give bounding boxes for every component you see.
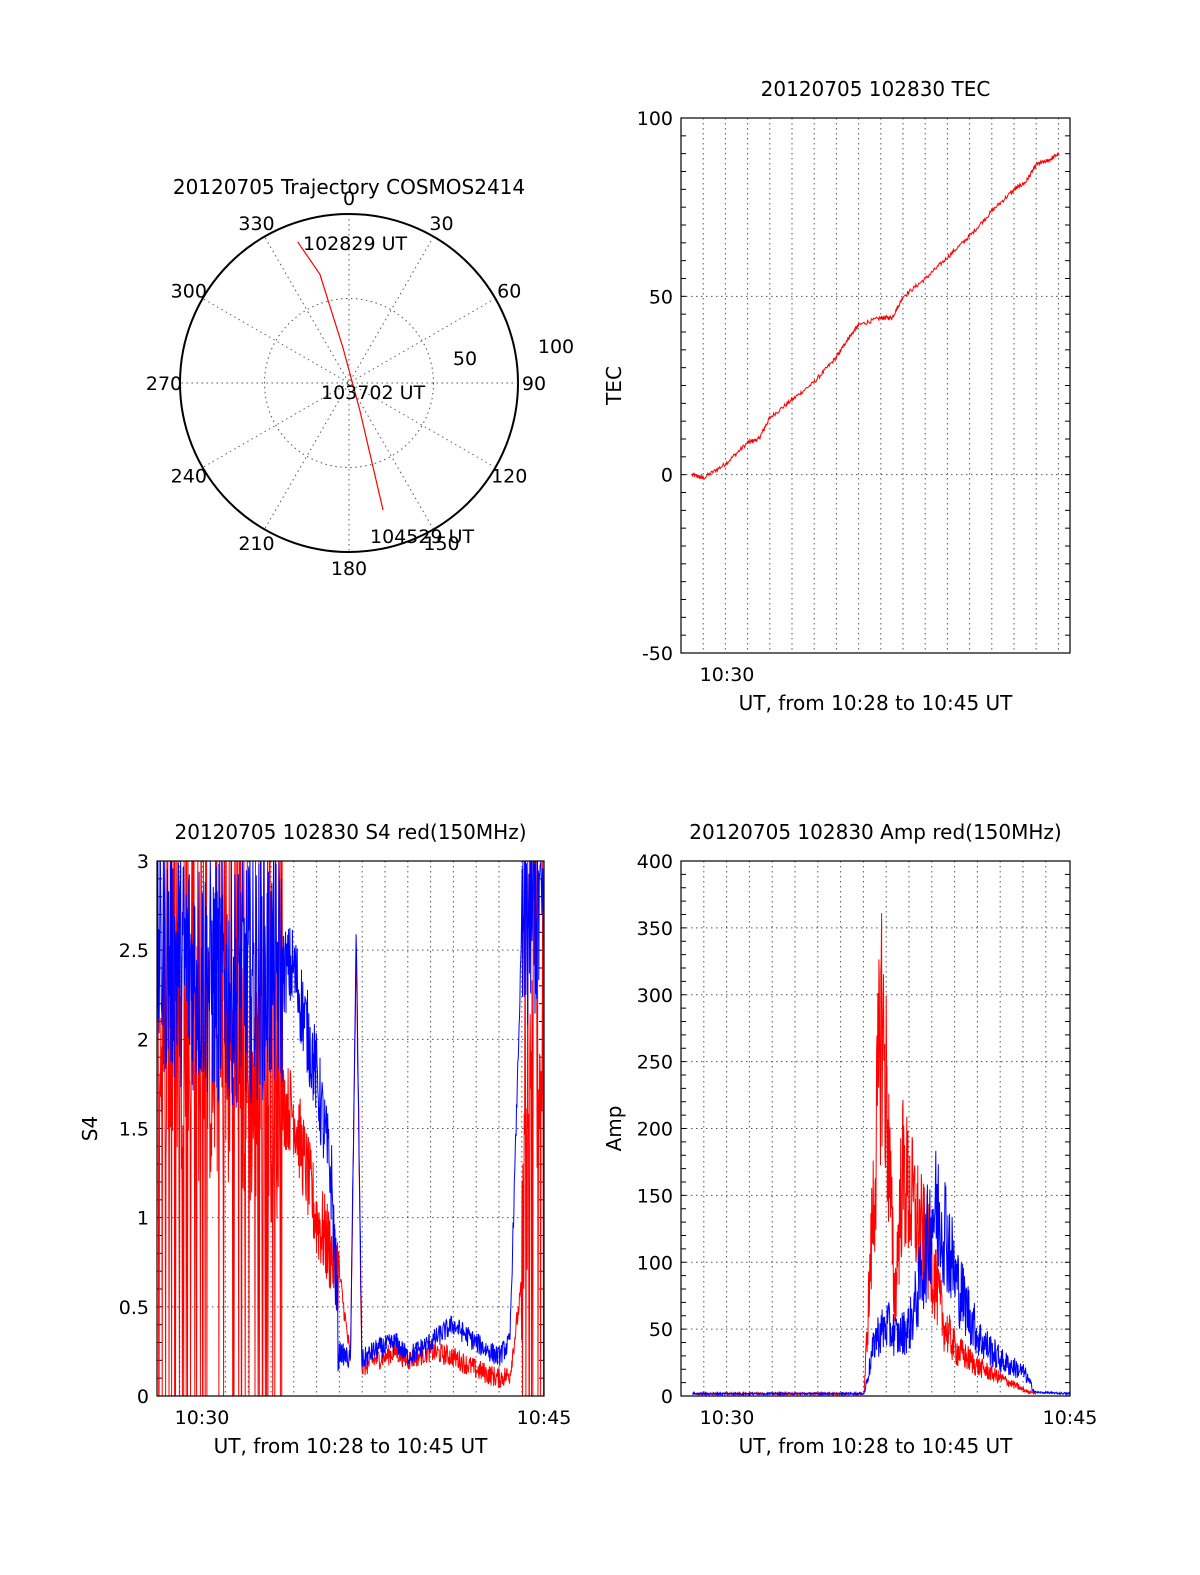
y-tick-label: 0 — [137, 1386, 149, 1408]
y-tick-label: 300 — [637, 985, 673, 1007]
y-tick-label: 1.5 — [119, 1119, 149, 1141]
x-axis-label: UT, from 10:28 to 10:45 UT — [214, 1434, 489, 1458]
y-tick-label: 2.5 — [119, 940, 149, 962]
plot-frame — [680, 117, 1071, 654]
start-time-label: 102829 UT — [303, 233, 407, 255]
x-tick-label: 10:30 — [700, 664, 755, 686]
polar-spoke — [202, 298, 496, 468]
y-tick-label: 150 — [637, 1185, 673, 1207]
azimuth-label: 150 — [423, 533, 459, 555]
chart-panel-2: 20120705 102830 S4 red(150MHz) 0 0.5 1 1.5 2 2… — [78, 820, 571, 1458]
mid-time-label: 103702 UT — [321, 382, 425, 404]
azimuth-label: 90 — [522, 373, 546, 395]
azimuth-label: 60 — [497, 281, 521, 303]
x-tick-label: 10:30 — [175, 1407, 230, 1429]
chart-panel-3: 20120705 102830 Amp red(150MHz) 0 50 100 150… — [602, 820, 1097, 1458]
series-line-1 — [156, 860, 545, 1372]
x-tick-label: 10:45 — [1043, 1407, 1098, 1429]
azimuth-label: 30 — [429, 213, 453, 235]
y-tick-label: 100 — [637, 1252, 673, 1274]
radius-label: 50 — [453, 348, 477, 370]
azimuth-label: 180 — [331, 558, 367, 580]
y-tick-label: 2 — [137, 1029, 149, 1051]
end-time-label: 104529 UT — [370, 526, 474, 548]
plot-frame — [680, 860, 1071, 1397]
azimuth-label: 300 — [171, 281, 207, 303]
y-tick-label: -50 — [642, 643, 673, 665]
y-tick-label: 1 — [137, 1208, 149, 1230]
y-axis-label: TEC — [602, 366, 626, 406]
azimuth-label: 270 — [146, 373, 182, 395]
y-tick-label: 250 — [637, 1052, 673, 1074]
y-tick-label: 400 — [637, 851, 673, 873]
azimuth-label: 240 — [171, 466, 207, 488]
y-tick-label: 100 — [637, 108, 673, 130]
polar-inner-circle — [264, 298, 434, 468]
trajectory-line — [297, 241, 384, 511]
y-tick-label: 50 — [649, 1319, 673, 1341]
plot-frame — [156, 860, 545, 1397]
radius-label: 100 — [538, 336, 574, 358]
azimuth-label: 330 — [238, 213, 274, 235]
y-axis-label: S4 — [78, 1116, 102, 1141]
x-tick-label: 10:30 — [700, 1407, 755, 1429]
chart-title: 20120705 102830 S4 red(150MHz) — [175, 820, 527, 844]
polar-spoke — [264, 236, 434, 530]
y-tick-label: 0 — [661, 1386, 673, 1408]
x-tick-label: 10:45 — [517, 1407, 572, 1429]
series-line-1 — [692, 1150, 1071, 1397]
x-axis-label: UT, from 10:28 to 10:45 UT — [739, 691, 1014, 715]
y-axis-label: Amp — [602, 1106, 626, 1152]
azimuth-label: 120 — [491, 466, 527, 488]
y-tick-label: 0.5 — [119, 1297, 149, 1319]
y-tick-label: 50 — [649, 286, 673, 308]
polar-spoke — [264, 236, 434, 530]
chart-title: 20120705 102830 Amp red(150MHz) — [689, 820, 1061, 844]
azimuth-label: 210 — [238, 533, 274, 555]
y-tick-label: 3 — [137, 851, 149, 873]
chart-panel-1: 20120705 102830 TEC -50 0 50 100 10:30 UT, fro… — [602, 77, 1071, 715]
polar-title: 20120705 Trajectory COSMOS2414 — [173, 175, 525, 199]
series-line-0 — [691, 913, 1037, 1397]
series-line-0 — [691, 152, 1060, 480]
x-axis-label: UT, from 10:28 to 10:45 UT — [739, 1434, 1014, 1458]
polar-spoke — [202, 298, 496, 468]
y-tick-label: 0 — [661, 465, 673, 487]
y-tick-label: 350 — [637, 918, 673, 940]
y-tick-label: 200 — [637, 1119, 673, 1141]
azimuth-label: 0 — [343, 188, 355, 210]
chart-title: 20120705 102830 TEC — [761, 77, 991, 101]
